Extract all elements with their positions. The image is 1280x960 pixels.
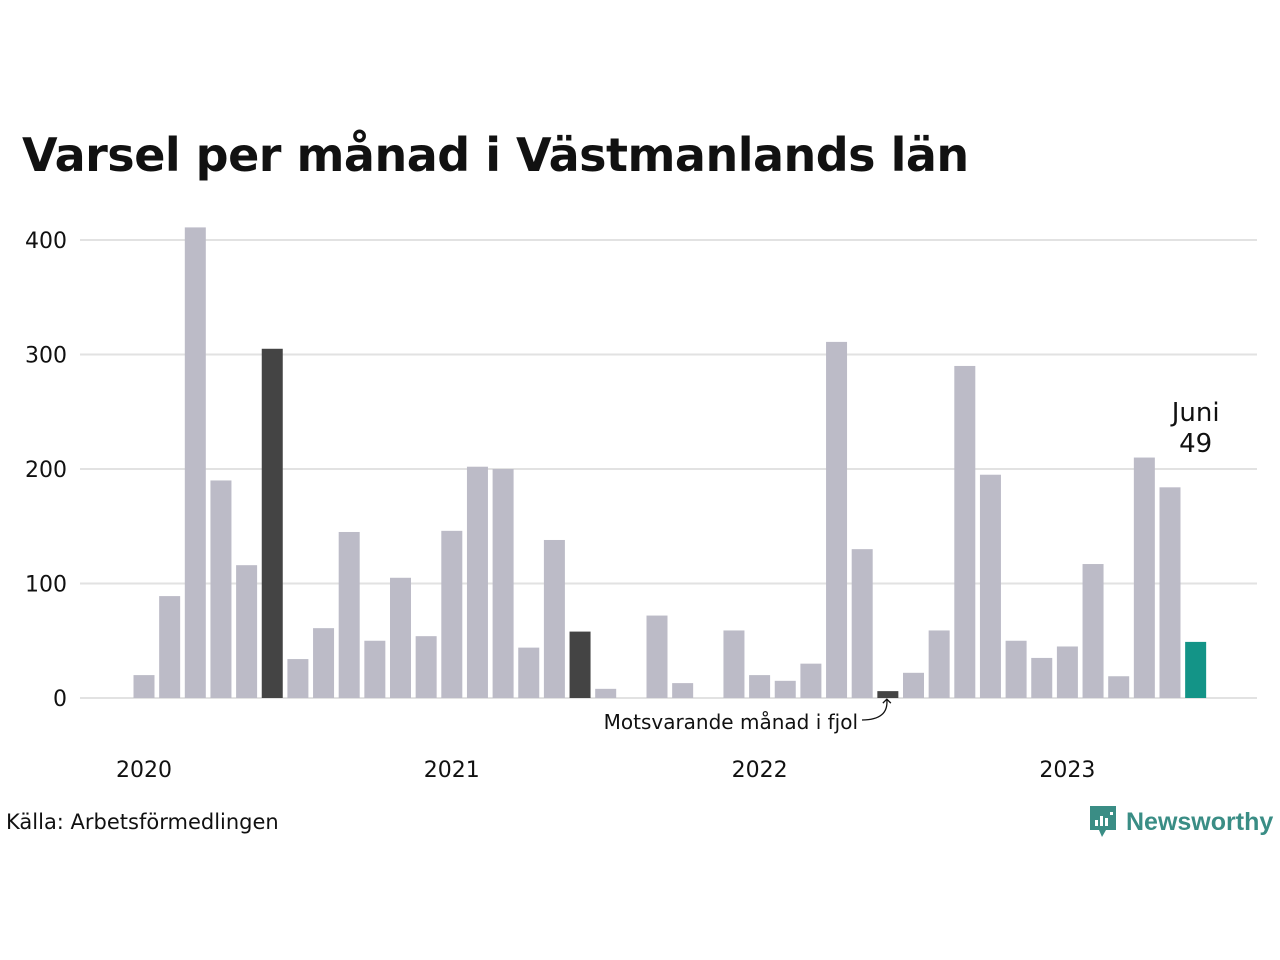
bar-2020-06 <box>261 348 283 698</box>
bar-2023-04 <box>1133 457 1155 698</box>
brand[interactable]: Newsworthy <box>1088 804 1273 840</box>
brand-name: Newsworthy <box>1126 807 1274 836</box>
bar-2021-09 <box>646 615 668 698</box>
x-tick-label-2022: 2022 <box>732 758 788 783</box>
y-tick-label: 200 <box>25 458 67 483</box>
bar-2022-10 <box>979 474 1001 698</box>
bar-2022-12 <box>1031 657 1053 698</box>
bar-2022-06 <box>877 691 899 698</box>
newsworthy-logo-icon <box>1090 806 1116 837</box>
previous-year-arrowhead <box>882 698 892 704</box>
bar-2021-06 <box>569 631 591 698</box>
chart-title: Varsel per månad i Västmanlands län <box>22 128 969 182</box>
bar-2022-04 <box>826 341 848 698</box>
bar-2023-06 <box>1185 641 1207 698</box>
bar-2021-02 <box>466 466 488 698</box>
x-tick-label-2020: 2020 <box>116 758 172 783</box>
bar-2020-09 <box>338 531 360 698</box>
bar-2020-04 <box>210 480 232 698</box>
previous-year-annotation: Motsvarande månad i fjol <box>604 710 858 734</box>
bar-2022-09 <box>954 365 976 698</box>
y-tick-label: 300 <box>25 344 67 369</box>
bar-2022-11 <box>1005 640 1027 698</box>
bar-2023-03 <box>1108 676 1130 698</box>
bar-2020-08 <box>313 628 335 698</box>
bar-2022-03 <box>800 663 822 698</box>
x-tick-label-2021: 2021 <box>424 758 480 783</box>
bar-2020-10 <box>364 640 386 698</box>
current-value-label: 49 <box>1179 429 1212 459</box>
bar-2022-05 <box>851 549 873 698</box>
bar-2020-02 <box>159 596 181 698</box>
bar-2022-02 <box>774 680 796 698</box>
current-month-label: Juni <box>1170 398 1220 428</box>
bar-2020-07 <box>287 659 309 698</box>
annotations: Juni 49 Motsvarande månad i fjol <box>604 398 1220 734</box>
bar-2021-05 <box>543 539 565 698</box>
previous-year-arrow <box>861 699 888 721</box>
bar-2021-10 <box>672 683 694 698</box>
bar-2022-08 <box>928 630 950 698</box>
bar-2021-12 <box>723 630 745 698</box>
y-tick-label: 100 <box>25 573 67 598</box>
bar-2022-01 <box>749 675 771 698</box>
bar-2021-03 <box>492 469 514 698</box>
bars <box>133 227 1207 698</box>
y-tick-label: 0 <box>53 687 67 712</box>
bar-2023-01 <box>1056 646 1078 698</box>
bar-2020-11 <box>390 577 411 698</box>
y-tick-label: 400 <box>25 229 67 254</box>
x-tick-label-2023: 2023 <box>1039 758 1095 783</box>
bar-2020-12 <box>415 636 437 698</box>
bar-2023-05 <box>1159 487 1181 698</box>
bar-2021-07 <box>595 688 617 698</box>
bar-2020-05 <box>236 565 258 698</box>
bar-2021-01 <box>441 530 463 698</box>
x-axis-year-labels: 2020 2021 2022 2023 <box>116 758 1095 783</box>
source-note: Källa: Arbetsförmedlingen <box>6 810 279 834</box>
bar-2020-01 <box>133 675 155 698</box>
bar-2023-02 <box>1082 564 1104 698</box>
bar-2022-07 <box>903 672 924 698</box>
y-axis-tick-labels: 0 100 200 300 400 <box>25 229 67 712</box>
bar-2021-04 <box>518 647 540 698</box>
bar-2020-03 <box>184 227 206 698</box>
